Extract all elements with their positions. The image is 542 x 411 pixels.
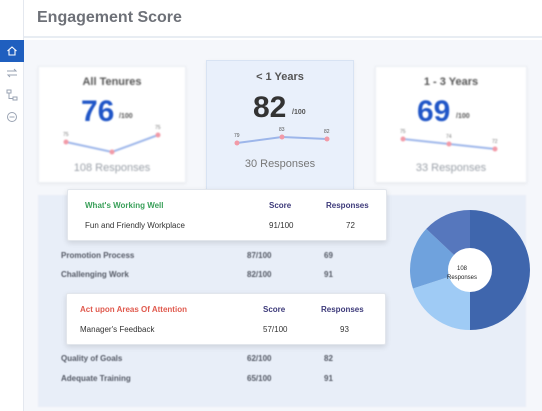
factor-responses: 69 (324, 251, 333, 260)
factor-score: 65/100 (247, 374, 272, 383)
tenure-card-1-3[interactable]: 1 - 3 Years 69 /100 75 74 72 33 Response… (375, 66, 527, 183)
card-score: 69 (417, 95, 451, 128)
page-header: Engagement Score (24, 0, 542, 38)
factor-name: Fun and Friendly Workplace (85, 221, 185, 230)
factor-name: Adequate Training (61, 374, 131, 383)
sparkline-point (492, 146, 498, 152)
donut-center-value: 108 (456, 266, 467, 272)
sparkline-label: 72 (492, 139, 498, 145)
card-label: 1 - 3 Years (423, 76, 479, 88)
factor-score: 91/100 (269, 221, 294, 230)
sparkline-point (155, 132, 161, 138)
factor-name: Promotion Process (61, 251, 135, 260)
donut-hole (448, 248, 492, 292)
attention-title: Act upon Areas Of Attention (80, 305, 187, 314)
factor-name: Manager's Feedback (80, 325, 155, 334)
factor-responses: 72 (346, 221, 355, 230)
donut-segment[interactable] (470, 210, 530, 330)
attention-popup: Act upon Areas Of Attention Score Respon… (66, 293, 386, 345)
sparkline: 79 83 82 (234, 127, 330, 146)
sparkline: 75 74 72 (400, 129, 498, 152)
score-header: Score (269, 201, 292, 210)
sidebar-item-home[interactable] (0, 40, 24, 62)
page-title: Engagement Score (37, 9, 182, 26)
working-well-title: What's Working Well (85, 201, 164, 210)
card-score: 76 (81, 95, 115, 128)
sparkline-point (446, 141, 452, 147)
donut-center-text: Responses (446, 275, 478, 281)
minus-circle-icon (7, 112, 17, 122)
responses-header: Responses (321, 305, 364, 314)
sidebar (0, 0, 24, 411)
donut-center-label: 108 Responses (440, 265, 484, 283)
score-header: Score (263, 305, 286, 314)
working-well-popup: What's Working Well Score Responses Fun … (67, 189, 387, 241)
sparkline-point (324, 136, 330, 142)
sparkline-point (400, 136, 406, 142)
factor-score: 62/100 (247, 354, 272, 363)
responses-header: Responses (326, 201, 369, 210)
card-out-of: /100 (456, 113, 470, 120)
factor-score: 57/100 (263, 325, 288, 334)
sparkline-line (65, 134, 159, 154)
tenure-card-lt1[interactable]: < 1 Years 82 /100 79 83 82 30 Responses (206, 60, 354, 190)
sparkline-label: 82 (324, 129, 330, 135)
card-label: < 1 Years (256, 71, 304, 83)
factor-responses: 91 (324, 270, 333, 279)
tenure-card-all[interactable]: All Tenures 76 /100 75 75 108 Responses (38, 66, 186, 183)
factor-responses: 91 (324, 374, 333, 383)
home-icon (7, 46, 17, 56)
card-responses: 33 Responses (415, 162, 487, 174)
factor-score: 82/100 (247, 270, 272, 279)
factor-score: 87/100 (247, 251, 272, 260)
card-responses: 108 Responses (73, 162, 151, 174)
sparkline-point (63, 139, 69, 145)
sparkline-label: 75 (155, 125, 161, 131)
card-out-of: /100 (119, 113, 133, 120)
org-chart-icon (6, 89, 18, 101)
sidebar-item-minus[interactable] (0, 106, 24, 128)
sparkline-point (234, 140, 240, 146)
card-score: 82 (253, 91, 287, 124)
responses-donut-chart[interactable] (408, 208, 532, 332)
factor-name: Quality of Goals (61, 354, 123, 363)
factor-responses: 82 (324, 354, 333, 363)
sparkline-point (279, 134, 285, 140)
transfer-icon (6, 68, 18, 78)
sparkline-label: 83 (279, 127, 285, 133)
sparkline-point (109, 149, 115, 155)
card-responses: 30 Responses (244, 158, 316, 170)
factor-responses: 93 (340, 325, 349, 334)
sparkline-label: 75 (63, 132, 69, 138)
sparkline-label: 74 (446, 134, 452, 140)
sidebar-item-transfer[interactable] (0, 62, 24, 84)
sidebar-item-org[interactable] (0, 84, 24, 106)
sparkline-label: 75 (400, 129, 406, 135)
factor-name: Challenging Work (61, 270, 129, 279)
sparkline: 75 75 (63, 125, 161, 155)
card-label: All Tenures (82, 76, 142, 88)
sparkline-label: 79 (234, 133, 240, 139)
card-out-of: /100 (292, 109, 306, 116)
